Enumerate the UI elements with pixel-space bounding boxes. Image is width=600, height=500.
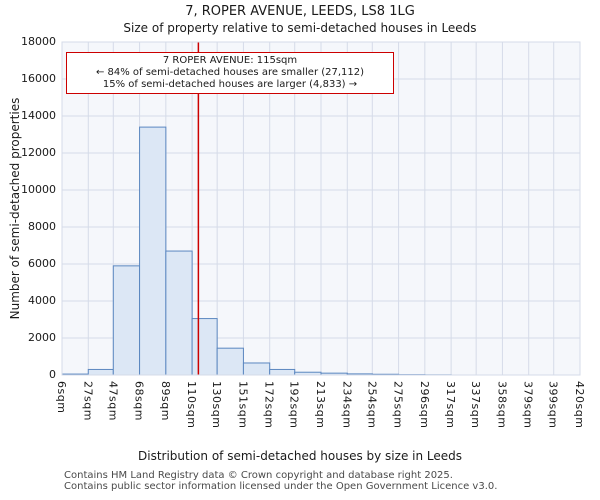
- annotation-line-2: ← 84% of semi-detached houses are smalle…: [95, 67, 365, 78]
- x-tick-label: 89sqm: [158, 381, 172, 421]
- x-tick-label: 172sqm: [262, 381, 276, 429]
- x-tick-label: 420sqm: [573, 381, 586, 429]
- footer-licence: Contains public sector information licen…: [64, 481, 498, 492]
- x-tick-label: 337sqm: [469, 381, 483, 429]
- x-tick-label: 254sqm: [365, 381, 379, 429]
- y-tick-label: 12000: [21, 146, 56, 159]
- x-tick-label: 110sqm: [185, 381, 199, 429]
- x-tick-label: 68sqm: [132, 381, 146, 421]
- y-tick-label: 2000: [28, 331, 56, 344]
- y-tick-label: 8000: [28, 220, 56, 233]
- x-tick-label: 317sqm: [444, 381, 458, 429]
- y-tick-label: 6000: [28, 257, 56, 270]
- chart-title: 7, ROPER AVENUE, LEEDS, LS8 1LG: [185, 4, 415, 19]
- property-annotation-box: 7 ROPER AVENUE: 115sqm ← 84% of semi-det…: [66, 52, 394, 94]
- x-tick-label: 399sqm: [546, 381, 560, 429]
- y-tick-label: 4000: [28, 294, 56, 307]
- annotation-line-1: 7 ROPER AVENUE: 115sqm: [162, 55, 298, 66]
- x-tick-label: 192sqm: [287, 381, 301, 429]
- y-tick-label: 10000: [21, 183, 56, 196]
- x-tick-label: 234sqm: [340, 381, 354, 429]
- footer-copyright: Contains HM Land Registry data © Crown c…: [64, 470, 453, 481]
- x-tick-label: 47sqm: [106, 381, 120, 421]
- x-tick-label: 379sqm: [521, 381, 535, 429]
- x-tick-label: 275sqm: [391, 381, 405, 429]
- y-tick-label: 0: [49, 368, 56, 381]
- chart-subtitle: Size of property relative to semi-detach…: [123, 21, 477, 35]
- x-tick-label: 358sqm: [495, 381, 509, 429]
- x-tick-label: 130sqm: [210, 381, 224, 429]
- y-tick-label: 18000: [21, 35, 56, 48]
- y-tick-label: 14000: [21, 109, 56, 122]
- annotation-line-3: 15% of semi-detached houses are larger (…: [102, 79, 358, 90]
- y-axis-label: Number of semi-detached properties: [8, 97, 22, 320]
- x-tick-label: 213sqm: [314, 381, 327, 429]
- y-tick-label: 16000: [21, 72, 56, 85]
- x-tick-label: 296sqm: [417, 381, 431, 429]
- x-axis-label: Distribution of semi-detached houses by …: [138, 449, 462, 463]
- x-tick-label: 6sqm: [55, 381, 68, 414]
- x-tick-label: 151sqm: [236, 381, 250, 429]
- x-tick-label: 27sqm: [81, 381, 95, 421]
